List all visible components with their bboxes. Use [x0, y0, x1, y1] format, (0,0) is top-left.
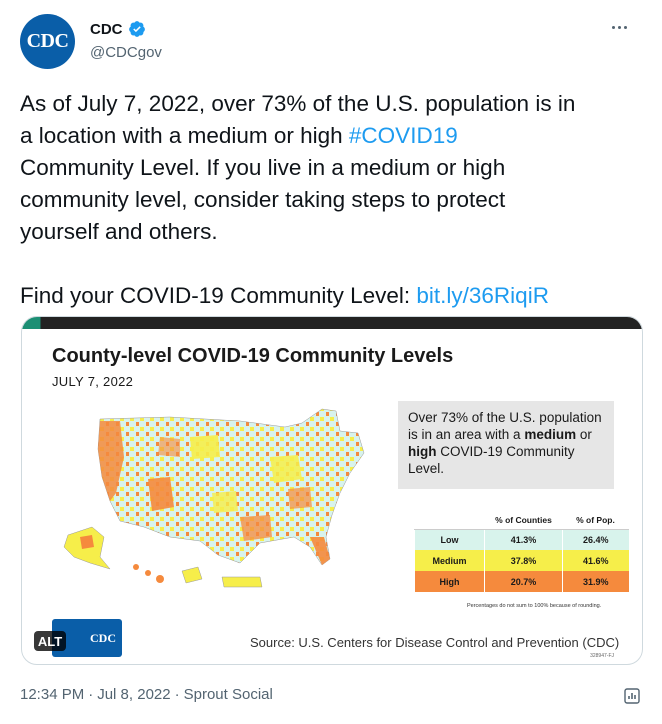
table-cell-counties: 20.7%: [484, 571, 563, 592]
table-row: Low 41.3% 26.4%: [414, 529, 629, 550]
tweet-line-text: Find your COVID-19 Community Level:: [20, 283, 417, 308]
url-link[interactable]: bit.ly/36RiqiR: [416, 283, 549, 308]
tweet-date[interactable]: Jul 8, 2022: [97, 686, 171, 703]
table-cell-pop: 31.9%: [562, 571, 629, 592]
table-header: % of Counties: [484, 511, 563, 530]
callout-medium: medium: [524, 427, 577, 442]
author-name-row: CDC: [90, 20, 146, 38]
tweet-source[interactable]: Sprout Social: [183, 686, 273, 703]
callout-high: high: [408, 444, 437, 459]
more-dot: [618, 25, 621, 29]
callout-text: COVID-19 Community Level.: [408, 444, 575, 476]
us-county-map-icon: [63, 408, 365, 588]
tweet-line: As of July 7, 2022, over 73% of the U.S.…: [20, 91, 576, 116]
graphic-source: Source: U.S. Centers for Disease Control…: [250, 635, 620, 650]
graphic-doc-code: 328947-FJ: [590, 653, 614, 659]
table-header-row: % of Counties % of Pop.: [414, 511, 629, 530]
graphic-title: County-level COVID-19 Community Levels: [52, 345, 454, 367]
more-dot: [624, 25, 627, 29]
avatar-logo-text: CDC: [26, 30, 69, 52]
verified-badge-icon: [128, 21, 145, 37]
callout-text: Over 73% of the U.S. population is in an…: [408, 410, 602, 442]
view-analytics-icon[interactable]: [622, 686, 642, 706]
author-handle[interactable]: @CDCgov: [90, 44, 162, 61]
tweet-line: community level, consider taking steps t…: [20, 187, 506, 212]
table-footnote: Percentages do not sum to 100% because o…: [467, 603, 602, 609]
avatar[interactable]: CDC: [20, 14, 75, 69]
tweet-line-text: a location with a medium or high: [20, 123, 349, 148]
meta-separator: ·: [88, 686, 94, 703]
tweet-line: Community Level. If you live in a medium…: [20, 155, 506, 180]
cdc-logo-text: CDC: [90, 630, 116, 645]
tweet-text: As of July 7, 2022, over 73% of the U.S.…: [20, 88, 650, 312]
meta-separator: ·: [174, 686, 180, 703]
callout-text: or: [576, 427, 592, 442]
table-cell-level: Low: [414, 529, 485, 550]
tweet-time[interactable]: 12:34 PM: [20, 686, 85, 703]
more-options-icon[interactable]: [612, 20, 634, 34]
more-dot: [612, 25, 615, 29]
callout-box: Over 73% of the U.S. population is in an…: [398, 401, 614, 489]
media-image[interactable]: County-level COVID-19 Community Levels J…: [21, 316, 643, 665]
graphic-date: JULY 7, 2022: [52, 374, 134, 389]
table-row: Medium 37.8% 41.6%: [414, 550, 629, 571]
community-levels-table: % of Counties % of Pop. Low 41.3% 26.4% …: [414, 511, 629, 592]
graphic-top-bar: [22, 317, 642, 329]
cdc-logo: CDC: [52, 619, 122, 657]
alt-text-button[interactable]: ALT: [34, 631, 66, 651]
table-header: % of Pop.: [562, 511, 629, 530]
table-row: High 20.7% 31.9%: [414, 571, 629, 592]
table-cell-level: High: [414, 571, 485, 592]
table-cell-counties: 41.3%: [484, 529, 563, 550]
hashtag-link[interactable]: #COVID19: [348, 123, 458, 148]
author-name[interactable]: CDC: [90, 20, 123, 38]
tweet-line: yourself and others.: [20, 219, 218, 244]
tweet-line: Find your COVID-19 Community Level: bit.…: [20, 280, 650, 312]
tweet-meta: 12:34 PM · Jul 8, 2022 · Sprout Social: [20, 686, 273, 703]
table-cell-pop: 26.4%: [562, 529, 629, 550]
table-cell-level: Medium: [414, 550, 485, 571]
table-cell-pop: 41.6%: [562, 550, 629, 571]
table-cell-counties: 37.8%: [484, 550, 563, 571]
table-header: [414, 511, 485, 530]
tweet-line: a location with a medium or high #COVID1…: [20, 120, 650, 152]
